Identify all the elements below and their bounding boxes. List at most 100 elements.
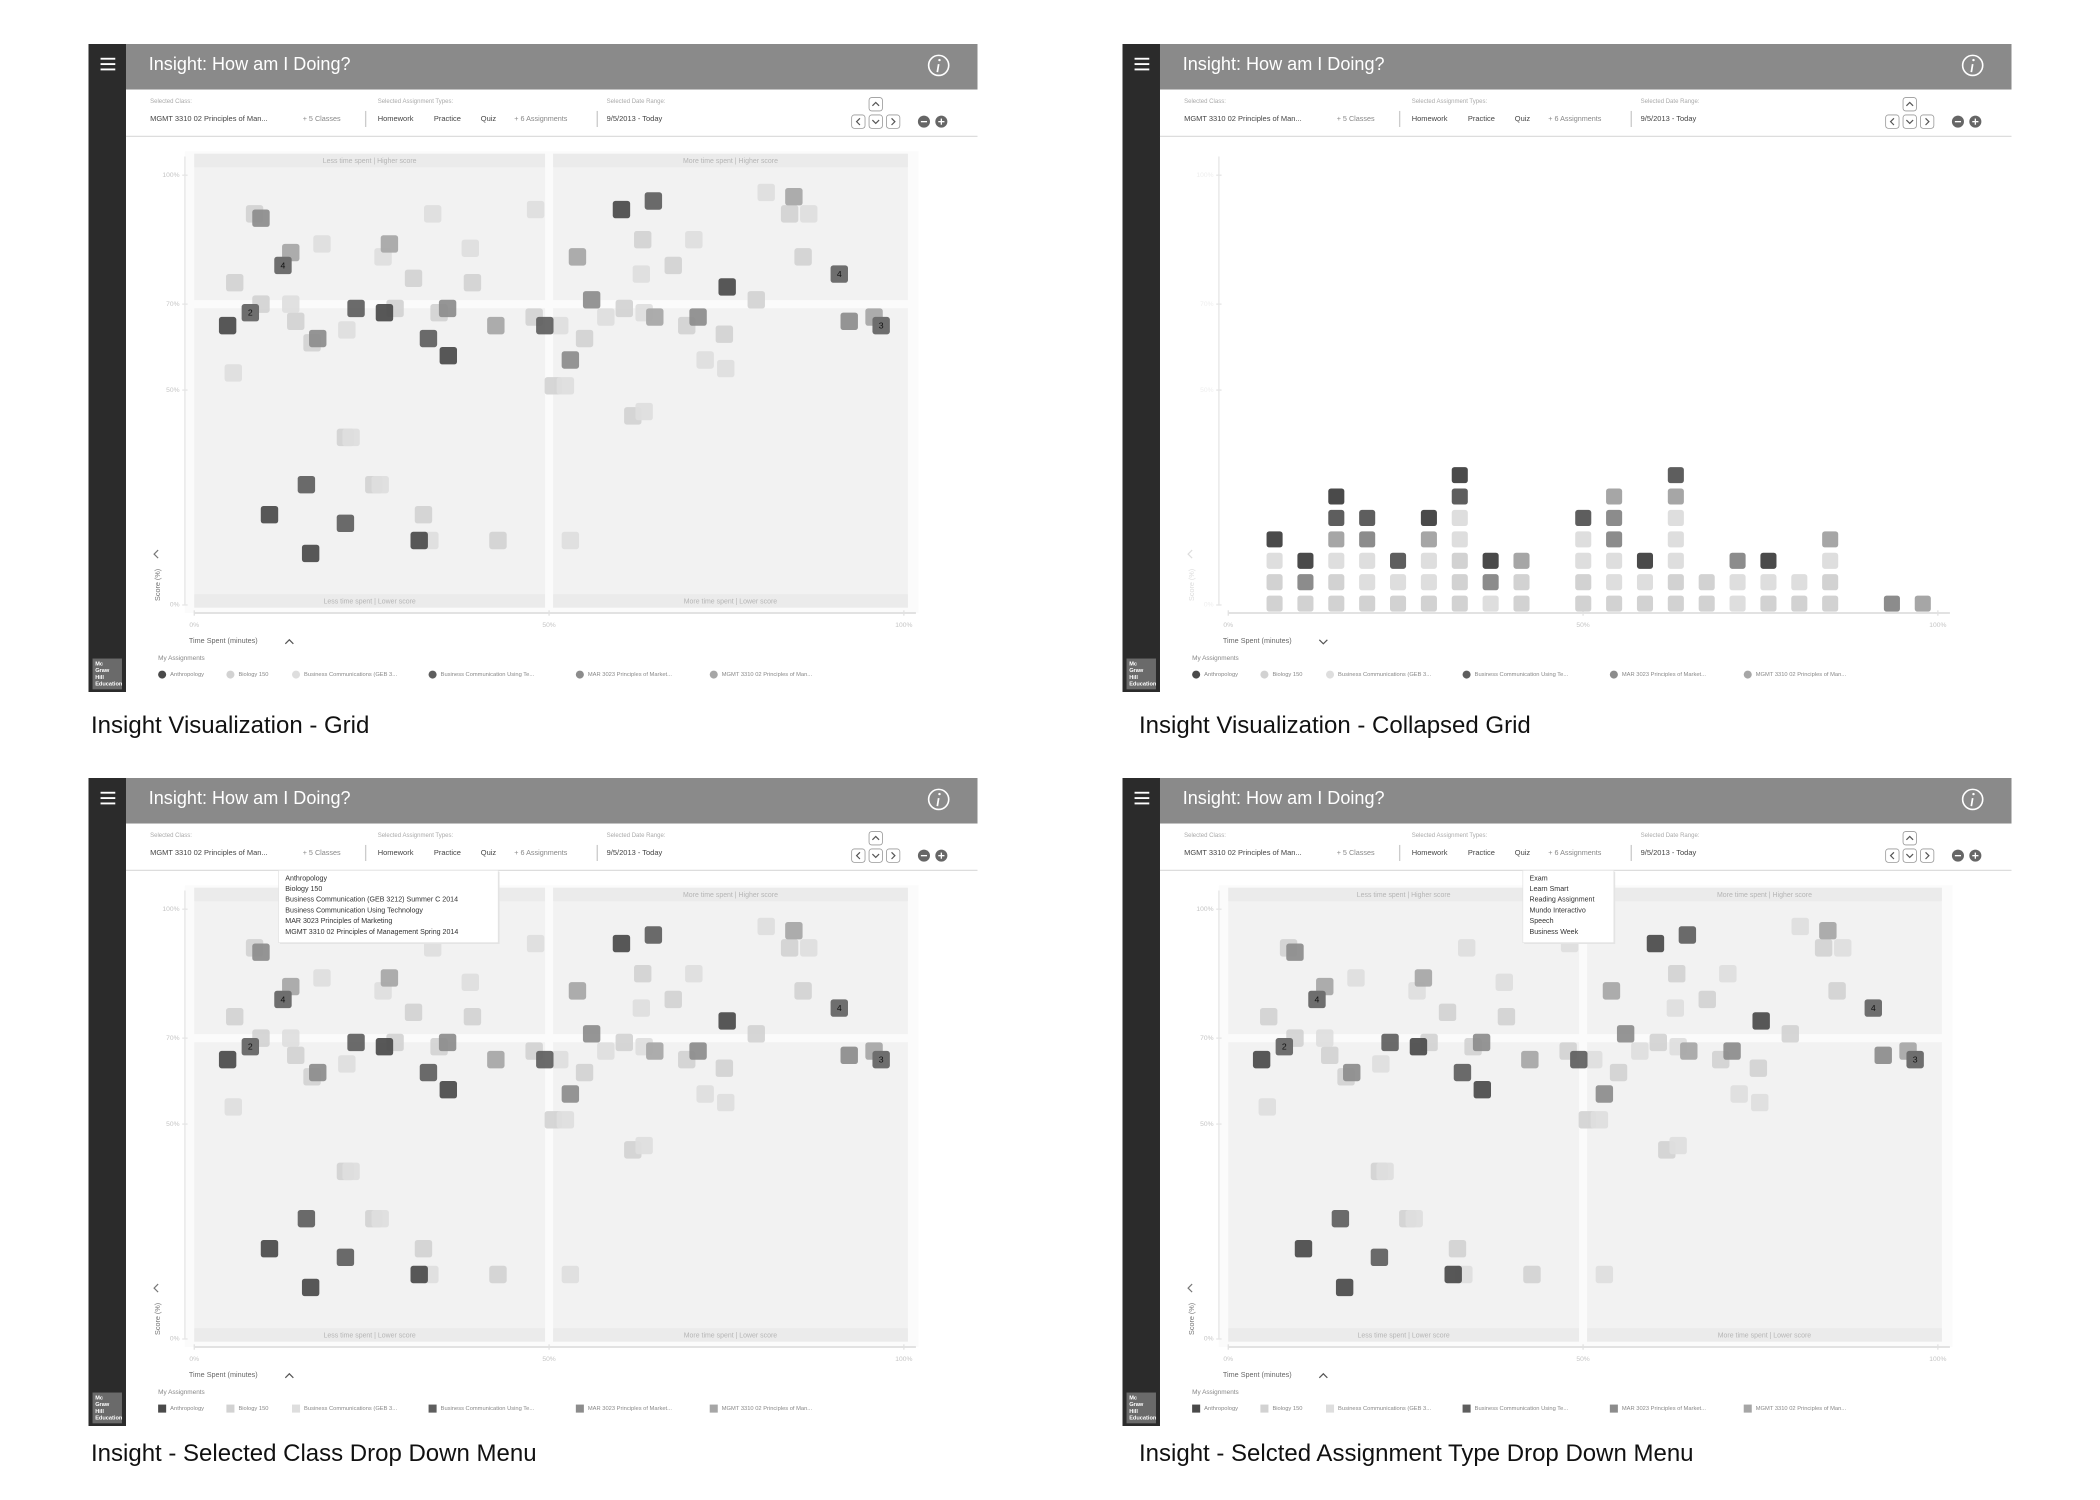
data-point[interactable] — [414, 506, 433, 524]
collapsed-point[interactable] — [1791, 574, 1808, 591]
data-point[interactable] — [685, 964, 703, 983]
data-point[interactable] — [487, 316, 505, 335]
legend-item[interactable]: MAR 3023 Principles of Market... — [1609, 670, 1706, 679]
data-point[interactable] — [551, 1050, 569, 1069]
data-point[interactable] — [1347, 969, 1365, 987]
nav-left[interactable] — [851, 848, 866, 863]
collapsed-point[interactable] — [1451, 552, 1468, 569]
data-point[interactable] — [410, 1265, 428, 1284]
data-point[interactable] — [561, 1085, 580, 1103]
data-point[interactable] — [226, 273, 244, 292]
data-point[interactable] — [747, 291, 765, 309]
legend-item[interactable]: MAR 3023 Principles of Market... — [575, 1404, 672, 1413]
legend-item[interactable]: Biology 150 — [1260, 1404, 1303, 1413]
data-point[interactable] — [785, 187, 803, 206]
dropdown-item[interactable]: MAR 3023 Principles of Marketing — [285, 917, 392, 925]
zoom-in[interactable] — [935, 849, 948, 862]
menu-button[interactable] — [1134, 791, 1150, 805]
data-point[interactable] — [840, 1046, 858, 1065]
data-point[interactable] — [717, 359, 735, 378]
collapsed-point[interactable] — [1451, 488, 1468, 505]
y-collapse-arrow[interactable] — [153, 1283, 159, 1293]
cluster-point[interactable] — [1864, 999, 1882, 1017]
date-select[interactable]: 9/5/2013 - Today — [607, 114, 663, 123]
nav-left[interactable] — [851, 114, 866, 129]
collapsed-point[interactable] — [1822, 531, 1839, 548]
dropdown-item[interactable]: Mundo Interactivo — [1530, 906, 1586, 914]
y-collapse-arrow[interactable] — [1187, 1283, 1193, 1293]
data-point[interactable] — [1370, 1248, 1389, 1267]
data-point[interactable] — [301, 1278, 320, 1297]
data-point[interactable] — [696, 351, 714, 369]
nav-up[interactable] — [1902, 831, 1917, 846]
collapsed-point[interactable] — [1760, 574, 1777, 591]
info-button[interactable] — [927, 54, 950, 77]
type-more[interactable]: + 6 Assignments — [1548, 848, 1602, 857]
data-point[interactable] — [404, 269, 423, 288]
data-point[interactable] — [1523, 1265, 1541, 1284]
collapsed-point[interactable] — [1328, 509, 1345, 526]
data-point[interactable] — [1752, 1012, 1770, 1030]
data-point[interactable] — [1669, 1136, 1687, 1155]
data-point[interactable] — [597, 308, 615, 326]
legend-item[interactable]: Business Communications (GEB 3... — [292, 1404, 397, 1413]
data-point[interactable] — [1751, 1093, 1769, 1112]
data-point[interactable] — [1252, 1050, 1271, 1069]
cluster-point[interactable] — [872, 316, 890, 335]
data-point[interactable] — [575, 329, 594, 348]
collapsed-point[interactable] — [1606, 552, 1623, 569]
data-point[interactable] — [1438, 1003, 1457, 1022]
collapsed-point[interactable] — [1359, 509, 1376, 526]
nav-right[interactable] — [1920, 848, 1935, 863]
data-point[interactable] — [1405, 1209, 1423, 1228]
collapsed-point[interactable] — [1297, 595, 1314, 612]
legend-item[interactable]: Business Communications (GEB 3... — [292, 670, 397, 679]
data-point[interactable] — [1331, 1209, 1350, 1228]
data-point[interactable] — [252, 209, 270, 227]
collapsed-point[interactable] — [1420, 574, 1437, 591]
data-point[interactable] — [1666, 999, 1685, 1017]
legend-item[interactable]: MAR 3023 Principles of Market... — [1609, 1404, 1706, 1413]
data-point[interactable] — [1749, 1059, 1768, 1077]
data-point[interactable] — [644, 926, 663, 944]
dropdown-item[interactable]: Anthropology — [285, 874, 327, 882]
dropdown-item[interactable]: Biology 150 — [285, 885, 322, 893]
cluster-point[interactable] — [1906, 1050, 1924, 1069]
data-point[interactable] — [794, 248, 812, 266]
info-button[interactable] — [1961, 788, 1984, 811]
data-point[interactable] — [551, 316, 569, 335]
legend-item[interactable]: Biology 150 — [1260, 670, 1303, 679]
collapsed-point[interactable] — [1606, 531, 1623, 548]
class-more[interactable]: + 5 Classes — [1337, 114, 1375, 123]
y-collapse-arrow[interactable] — [1187, 549, 1193, 559]
data-point[interactable] — [646, 1042, 664, 1060]
type-chip[interactable]: Homework — [378, 848, 414, 857]
collapsed-point[interactable] — [1667, 488, 1684, 505]
collapsed-point[interactable] — [1328, 531, 1345, 548]
collapsed-point[interactable] — [1451, 531, 1468, 548]
data-point[interactable] — [615, 299, 633, 318]
menu-button[interactable] — [100, 791, 116, 805]
nav-down[interactable] — [868, 848, 883, 863]
data-point[interactable] — [1521, 1050, 1539, 1069]
data-point[interactable] — [568, 982, 587, 1000]
class-select[interactable]: MGMT 3310 02 Principles of Man... — [150, 848, 268, 857]
type-more[interactable]: + 6 Assignments — [514, 114, 568, 123]
collapsed-point[interactable] — [1359, 552, 1376, 569]
dropdown-item[interactable]: Reading Assignment — [1530, 896, 1595, 904]
legend-item[interactable]: Business Communication Using Te... — [428, 1404, 535, 1413]
data-point[interactable] — [1781, 1025, 1799, 1043]
type-chip[interactable]: Quiz — [481, 114, 497, 123]
collapsed-point[interactable] — [1451, 595, 1468, 612]
data-point[interactable] — [664, 990, 682, 1009]
zoom-out[interactable] — [917, 115, 930, 128]
cluster-point[interactable] — [1308, 990, 1326, 1009]
data-point[interactable] — [423, 205, 442, 223]
collapsed-point[interactable] — [1606, 509, 1623, 526]
data-point[interactable] — [336, 514, 355, 533]
data-point[interactable] — [380, 969, 399, 987]
legend-item[interactable]: MGMT 3310 02 Principles of Man... — [709, 670, 813, 679]
data-point[interactable] — [218, 316, 237, 335]
collapsed-point[interactable] — [1760, 595, 1777, 612]
collapsed-point[interactable] — [1513, 574, 1530, 591]
